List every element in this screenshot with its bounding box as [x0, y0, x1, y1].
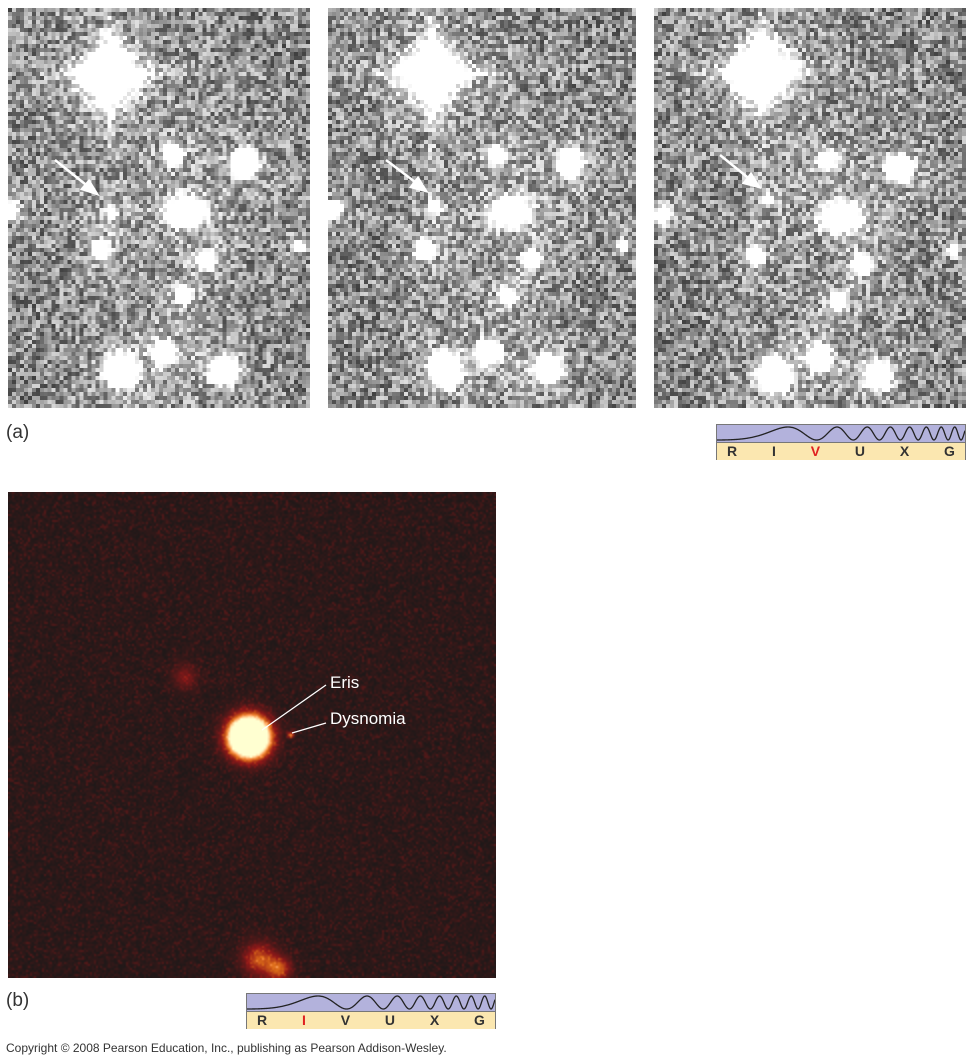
eris-image — [8, 492, 496, 978]
band-V: V — [810, 443, 821, 459]
star-field-frame-1 — [8, 8, 310, 408]
wave-icon — [717, 425, 965, 443]
band-U: U — [854, 443, 866, 459]
arrows-overlay — [54, 154, 762, 197]
band-V: V — [340, 1012, 351, 1028]
wave-icon — [247, 994, 495, 1012]
band-I: I — [301, 1012, 306, 1028]
band-U: U — [384, 1012, 396, 1028]
eris-label: Eris — [330, 673, 360, 692]
copyright-text: Copyright © 2008 Pearson Education, Inc.… — [6, 1041, 447, 1055]
arrow-icon — [719, 154, 762, 190]
panel-a-label: (a) — [6, 422, 30, 443]
band-X: X — [429, 1012, 440, 1028]
band-I: I — [771, 443, 776, 459]
star-field-frame-3 — [654, 8, 966, 408]
arrow-icon — [54, 159, 100, 197]
panel-b-label: (b) — [6, 990, 30, 1011]
band-G: G — [474, 1012, 485, 1028]
arrow-icon — [385, 159, 429, 194]
band-R: R — [727, 443, 738, 459]
dysnomia-label: Dysnomia — [330, 709, 406, 728]
star-field-frame-2 — [328, 8, 636, 408]
label-lines — [261, 684, 327, 734]
band-R: R — [257, 1012, 268, 1028]
band-X: X — [899, 443, 910, 459]
band-G: G — [944, 443, 955, 459]
